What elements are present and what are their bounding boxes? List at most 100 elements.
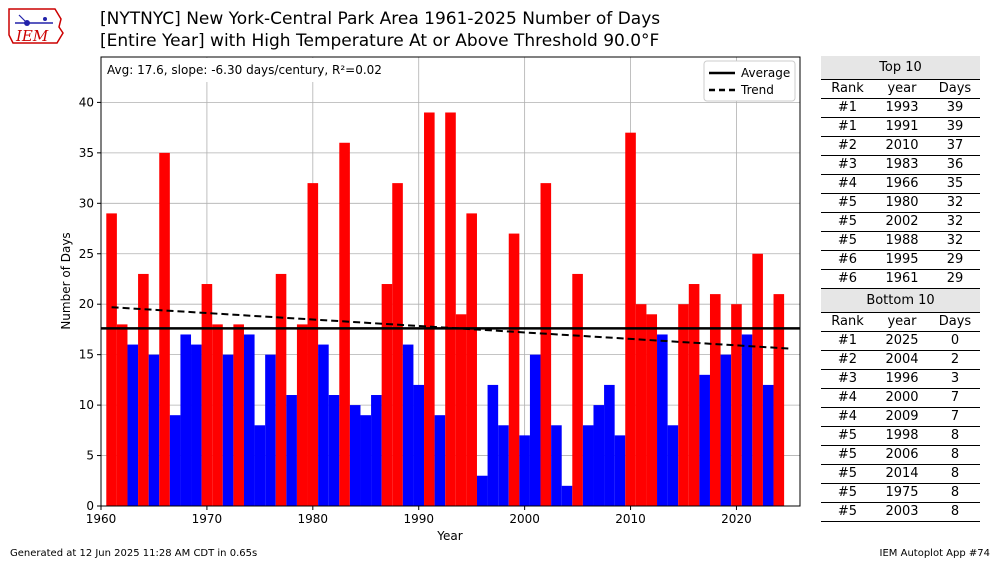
iem-logo: IEM: [8, 8, 64, 45]
top10-rows: #1 1993 39 #1 1991 39 #2 2010 37 #3 1983 36 #4 1966 35…: [821, 99, 980, 289]
bar-2009: [614, 435, 626, 506]
top10-column-headers: Rank year Days: [821, 80, 980, 99]
bar-1988: [392, 183, 403, 506]
bar-1975: [254, 425, 266, 506]
table-cell: 2000: [885, 390, 919, 405]
column-header: Rank: [831, 81, 864, 96]
bar-1964: [138, 273, 149, 506]
table-row: #1 2025 0: [821, 332, 980, 351]
y-tick-label: 30: [79, 196, 94, 210]
column-header: Rank: [831, 314, 864, 329]
table-row: #5 1998 8: [821, 427, 980, 446]
bar-2015: [678, 304, 689, 506]
title-line-2: [Entire Year] with High Temperature At o…: [100, 31, 660, 51]
table-row: #5 1975 8: [821, 484, 980, 503]
table-cell: 3: [950, 371, 960, 386]
app-footer: IEM Autoplot App #74: [879, 548, 990, 559]
table-row: #5 1988 32: [821, 232, 980, 251]
column-header: Days: [938, 81, 972, 96]
bar-2024: [773, 294, 785, 506]
plot-frame: [100, 56, 801, 507]
table-cell: 29: [946, 271, 964, 286]
y-tick-label: 10: [79, 398, 94, 412]
bar-2008: [604, 384, 615, 506]
bar-1994: [455, 314, 467, 506]
bar-1984: [349, 405, 361, 506]
table-row: #1 1993 39: [821, 99, 980, 118]
table-cell: 2025: [885, 333, 919, 348]
bar-1968: [180, 334, 192, 506]
table-cell: 8: [950, 428, 960, 443]
table-cell: #5: [837, 214, 858, 229]
table-row: #4 1966 35: [821, 175, 980, 194]
table-cell: #6: [837, 252, 858, 267]
bar-2016: [688, 284, 700, 506]
y-tick-label: 40: [79, 95, 94, 109]
column-header: year: [887, 81, 917, 96]
table-cell: 0: [950, 333, 960, 348]
bar-2014: [667, 425, 679, 506]
table-cell: #3: [837, 157, 858, 172]
table-cell: #4: [837, 176, 858, 191]
table-cell: 1961: [885, 271, 919, 286]
bar-2010: [625, 132, 636, 506]
table-cell: 1998: [885, 428, 919, 443]
bar-1990: [413, 384, 425, 506]
table-cell: 37: [946, 138, 964, 153]
bar-2003: [551, 425, 562, 506]
table-cell: 36: [946, 157, 964, 172]
bar-1997: [487, 384, 499, 506]
bar-2005: [572, 273, 583, 506]
table-cell: #6: [837, 271, 858, 286]
x-tick-label: 1970: [192, 512, 223, 526]
table-row: #4 2009 7: [821, 408, 980, 427]
table-cell: 2003: [885, 504, 919, 519]
table-cell: 1975: [885, 485, 919, 500]
table-cell: 8: [950, 466, 960, 481]
bar-2022: [752, 253, 763, 506]
bar-1970: [201, 284, 213, 506]
bar-2012: [646, 314, 658, 506]
bar-2002: [540, 183, 552, 506]
trend-line: [111, 306, 790, 350]
table-row: #1 1991 39: [821, 118, 980, 137]
bar-1989: [402, 344, 414, 506]
table-cell: 7: [950, 409, 960, 424]
bar-1978: [286, 395, 297, 506]
table-cell: 29: [946, 252, 964, 267]
bars: [106, 112, 785, 507]
table-row: #4 2000 7: [821, 389, 980, 408]
bar-2007: [593, 405, 605, 506]
table-cell: #5: [837, 466, 858, 481]
bar-1974: [243, 334, 255, 506]
x-tick-label: 2010: [615, 512, 646, 526]
x-tick-label: 1960: [86, 512, 117, 526]
bar-2006: [582, 425, 594, 506]
table-row: #3 1996 3: [821, 370, 980, 389]
bar-1986: [371, 395, 382, 506]
table-cell: #4: [837, 409, 858, 424]
bar-2004: [561, 485, 573, 506]
table-cell: 2: [950, 352, 960, 367]
table-cell: 32: [946, 195, 964, 210]
table-cell: 32: [946, 214, 964, 229]
bar-1971: [212, 324, 223, 506]
bar-1999: [508, 233, 520, 506]
table-cell: 2010: [885, 138, 919, 153]
bar-2001: [529, 354, 541, 506]
bar-2019: [720, 354, 732, 506]
table-cell: 1991: [885, 119, 919, 134]
bar-1985: [360, 415, 372, 506]
table-cell: 2002: [885, 214, 919, 229]
bar-1992: [434, 415, 446, 506]
column-header: year: [887, 314, 917, 329]
bar-2020: [731, 304, 742, 506]
table-cell: 2009: [885, 409, 919, 424]
stats-box: Avg: 17.6, slope: -6.30 days/century, R²…: [102, 58, 382, 82]
table-row: #5 2006 8: [821, 446, 980, 465]
table-cell: 1988: [885, 233, 919, 248]
table-row: #2 2004 2: [821, 351, 980, 370]
bar-2011: [635, 304, 647, 506]
table-cell: 1980: [885, 195, 919, 210]
